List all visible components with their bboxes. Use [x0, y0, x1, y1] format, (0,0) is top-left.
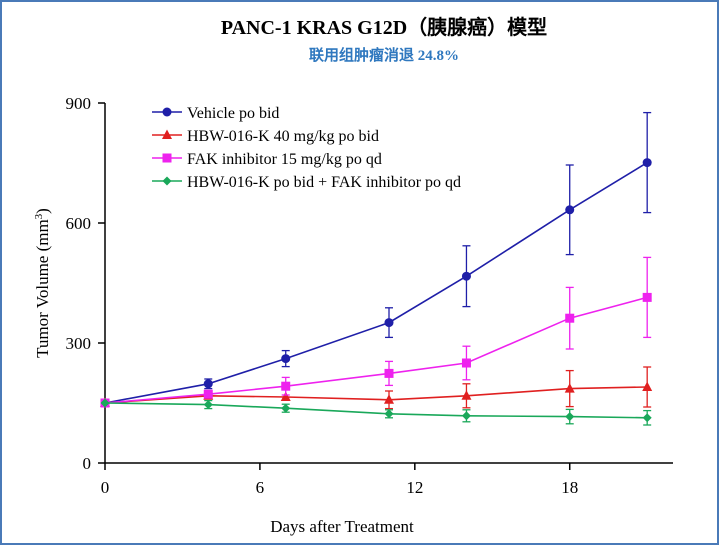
x-tick-label: 12	[406, 478, 423, 497]
legend-label: Vehicle po bid	[187, 105, 279, 122]
data-point	[461, 411, 471, 421]
legend-label: HBW-016-K po bid + FAK inhibitor po qd	[187, 174, 461, 191]
chart-subtitle: 联用组肿瘤消退 24.8%	[309, 46, 459, 64]
data-point	[384, 318, 394, 328]
data-point	[642, 381, 653, 391]
data-point	[461, 390, 472, 400]
y-tick-label: 600	[66, 214, 92, 233]
legend-item: FAK inhibitor 15 mg/kg po qd	[152, 151, 382, 168]
x-tick-label: 6	[256, 478, 265, 497]
legend-label: HBW-016-K 40 mg/kg po bid	[187, 128, 379, 145]
data-point	[564, 383, 575, 393]
series-line	[104, 402, 648, 419]
y-axis-label: Tumor Volume (mm3)	[33, 208, 52, 358]
data-point	[461, 271, 471, 281]
data-point	[281, 403, 291, 413]
legend-item: HBW-016-K 40 mg/kg po bid	[152, 128, 379, 145]
data-point	[280, 391, 291, 401]
data-point	[100, 398, 110, 408]
chart-title: PANC-1 KRAS G12D（胰腺癌）模型	[221, 15, 547, 39]
legend-marker	[162, 176, 172, 186]
y-axis-label-close: )	[33, 208, 52, 214]
data-point	[384, 394, 394, 404]
y-axis-label-text: Tumor Volume (mm	[33, 219, 52, 358]
y-tick-label: 0	[83, 454, 92, 473]
legend-item: HBW-016-K po bid + FAK inhibitor po qd	[152, 174, 461, 191]
legend-marker	[162, 107, 172, 117]
y-tick-label: 900	[66, 94, 92, 113]
series-line	[104, 161, 648, 404]
data-point	[384, 409, 394, 419]
data-point	[461, 358, 471, 368]
series-4	[100, 398, 652, 426]
legend-label: FAK inhibitor 15 mg/kg po qd	[187, 151, 382, 168]
x-axis-label: Days after Treatment	[270, 517, 414, 536]
data-point	[565, 205, 575, 215]
data-point	[203, 389, 213, 399]
series-line	[104, 386, 648, 404]
data-point	[565, 412, 575, 422]
data-point	[642, 158, 652, 168]
data-point	[384, 368, 394, 378]
data-point	[203, 379, 213, 389]
plot-area	[100, 111, 653, 426]
x-tick-label: 18	[561, 478, 578, 497]
data-point	[642, 292, 652, 302]
legend-marker	[162, 153, 172, 163]
data-point	[203, 400, 213, 410]
x-tick-label: 0	[101, 478, 110, 497]
legend: Vehicle po bid HBW-016-K 40 mg/kg po bid F…	[152, 105, 461, 191]
data-point	[281, 381, 291, 391]
y-tick-label: 300	[66, 334, 92, 353]
data-point	[281, 354, 291, 364]
ticks: 0 6 12 18 0 300 600 900	[66, 94, 579, 497]
legend-marker	[162, 129, 172, 139]
data-point	[565, 313, 575, 323]
data-point	[642, 413, 652, 423]
y-axis-label-sup: 3	[33, 213, 45, 219]
legend-item: Vehicle po bid	[152, 105, 279, 122]
